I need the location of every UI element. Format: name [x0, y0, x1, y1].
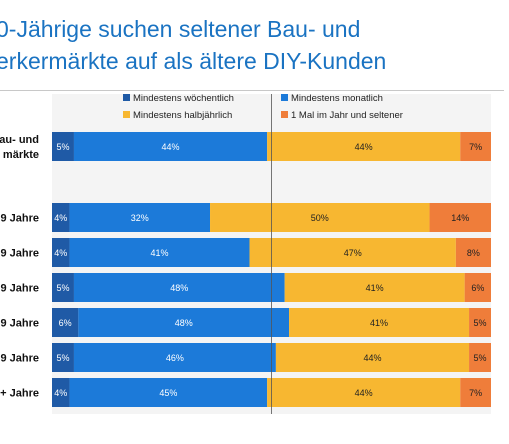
bar-value-label: 44%	[355, 142, 373, 152]
bar-value-label: 14%	[451, 213, 469, 223]
bar-value-label: 44%	[162, 142, 180, 152]
legend-label-4: 1 Mal im Jahr und seltener	[291, 110, 403, 121]
bar-value-label: 4%	[54, 213, 67, 223]
bar-segment	[73, 132, 268, 161]
bar-segment	[464, 273, 491, 302]
bar-segment	[69, 378, 268, 407]
bar-segment	[73, 343, 276, 372]
legend-swatch-1	[123, 94, 130, 101]
bar-value-label: 45%	[159, 388, 177, 398]
legend-swatch-2	[281, 94, 288, 101]
title-divider	[0, 90, 504, 91]
bar-value-label: 32%	[131, 213, 149, 223]
bar-segment	[52, 238, 70, 267]
bar-segment	[289, 308, 470, 337]
category-label: 9 Jahre	[0, 213, 39, 225]
bar-segment	[267, 378, 461, 407]
chart-title-line-2: erkermärkte auf als ältere DIY-Kunden	[0, 48, 387, 74]
bar-segment	[460, 132, 491, 161]
bar-value-label: 41%	[151, 248, 169, 258]
category-label: + Jahre	[0, 388, 39, 400]
bar-value-label: 7%	[469, 142, 482, 152]
bar-segment	[73, 273, 285, 302]
legend-label-2: Mindestens monatlich	[291, 93, 383, 104]
bar-value-label: 5%	[56, 283, 69, 293]
category-label: 9 Jahre	[0, 283, 39, 295]
legend-swatch-3	[123, 111, 130, 118]
bar-value-label: 4%	[54, 248, 67, 258]
bar-segment	[460, 378, 491, 407]
bar-value-label: 48%	[170, 283, 188, 293]
bar-segment	[267, 132, 461, 161]
bar-value-label: 50%	[311, 213, 329, 223]
chart-title-line-1: 0-Jährige suchen seltener Bau- und	[0, 16, 361, 42]
bar-value-label: 5%	[474, 318, 487, 328]
bar-value-label: 6%	[59, 318, 72, 328]
bar-segment	[78, 308, 290, 337]
legend-label-3: Mindestens halbjährlich	[133, 110, 232, 121]
category-label: märkte	[3, 149, 39, 161]
bar-value-label: 8%	[467, 248, 480, 258]
category-label: 9 Jahre	[0, 318, 39, 330]
bar-segment	[69, 238, 250, 267]
bar-segment	[210, 203, 430, 232]
bar-value-label: 5%	[56, 353, 69, 363]
bar-segment	[52, 343, 74, 372]
bar-value-label: 44%	[355, 388, 373, 398]
bar-value-label: 7%	[469, 388, 482, 398]
bar-segment	[52, 308, 79, 337]
bar-value-label: 41%	[370, 318, 388, 328]
legend-label-1: Mindestens wöchentlich	[133, 93, 234, 104]
bar-value-label: 6%	[471, 283, 484, 293]
bar-segment	[275, 343, 470, 372]
bar-segment	[52, 203, 70, 232]
bar-segment	[52, 132, 74, 161]
bar-segment	[52, 273, 74, 302]
bar-segment	[429, 203, 491, 232]
bar-value-label: 48%	[175, 318, 193, 328]
bar-value-label: 5%	[474, 353, 487, 363]
bar-value-label: 44%	[363, 353, 381, 363]
bar-segment	[284, 273, 465, 302]
bar-segment	[249, 238, 456, 267]
category-label: 9 Jahre	[0, 248, 39, 260]
bar-segment	[52, 378, 70, 407]
bar-value-label: 5%	[56, 142, 69, 152]
bar-segment	[469, 343, 491, 372]
bar-value-label: 41%	[366, 283, 384, 293]
bar-value-label: 4%	[54, 388, 67, 398]
bar-segment	[469, 308, 491, 337]
bar-segment	[69, 203, 211, 232]
bar-value-label: 47%	[344, 248, 362, 258]
legend-swatch-4	[281, 111, 288, 118]
category-label: au- und	[0, 134, 39, 146]
category-label: 9 Jahre	[0, 353, 39, 365]
bar-value-label: 46%	[166, 353, 184, 363]
bar-segment	[455, 238, 491, 267]
